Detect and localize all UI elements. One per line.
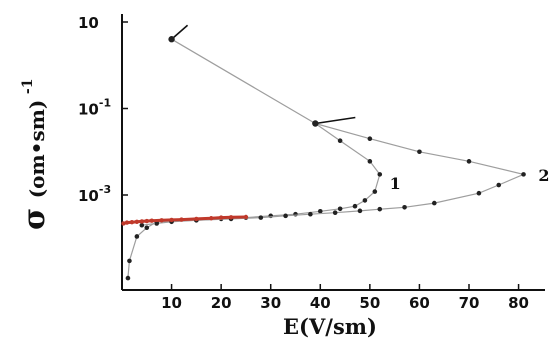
y-axis-title-unit: (om•sm) bbox=[25, 100, 49, 199]
x-tick-label: 20 bbox=[211, 294, 232, 312]
y-axis-title: σ (om•sm) -1 bbox=[17, 79, 52, 230]
x-axis-title: E(V/sm) bbox=[283, 314, 377, 339]
data-point bbox=[367, 159, 373, 164]
curve-label: 2 bbox=[538, 166, 549, 185]
data-point bbox=[332, 210, 338, 215]
curve-label: 1 bbox=[390, 174, 401, 193]
arrow-marker bbox=[315, 116, 356, 125]
x-tick-label: 10 bbox=[161, 294, 182, 312]
x-tick-label: 40 bbox=[310, 294, 331, 312]
series-red bbox=[121, 214, 249, 226]
series-2 bbox=[125, 121, 526, 281]
arrow-marker bbox=[171, 24, 189, 40]
y-tick-label: 10-1 bbox=[78, 97, 111, 119]
y-tick-base: 10 bbox=[78, 14, 99, 32]
data-point bbox=[283, 213, 288, 219]
x-tick-label: 70 bbox=[459, 294, 480, 312]
y-tick-label: 10 bbox=[78, 14, 99, 32]
x-tick-label: 50 bbox=[359, 294, 380, 312]
data-point bbox=[258, 215, 264, 220]
data-point bbox=[209, 216, 214, 221]
data-point bbox=[362, 198, 368, 203]
data-point bbox=[337, 206, 343, 212]
series-line bbox=[141, 38, 381, 226]
series-layer bbox=[121, 36, 526, 281]
data-point bbox=[432, 200, 437, 206]
x-tick-label: 80 bbox=[508, 294, 529, 312]
x-ticks: 10 20 30 40 50 60 70 80 bbox=[161, 284, 529, 312]
axes bbox=[121, 14, 545, 291]
data-point bbox=[144, 218, 149, 224]
arrow-point bbox=[312, 120, 319, 127]
data-point bbox=[402, 204, 407, 210]
data-point bbox=[377, 172, 383, 177]
data-point bbox=[243, 214, 249, 220]
data-point bbox=[317, 208, 323, 214]
data-point bbox=[352, 203, 358, 209]
arrow-point bbox=[168, 36, 175, 43]
data-point bbox=[127, 258, 132, 264]
data-point bbox=[377, 206, 383, 212]
series-line bbox=[127, 122, 526, 279]
data-point bbox=[134, 219, 140, 225]
x-tick-label: 60 bbox=[409, 294, 430, 312]
data-point bbox=[417, 149, 422, 155]
data-point bbox=[476, 190, 482, 196]
data-point bbox=[149, 218, 154, 223]
svg-text:σ (om•sm) -1: σ (om•sm) -1 bbox=[17, 79, 52, 230]
y-tick-base: 10 bbox=[78, 101, 99, 119]
data-point bbox=[139, 222, 145, 228]
data-point bbox=[169, 217, 174, 223]
data-point bbox=[144, 225, 150, 231]
data-point bbox=[134, 234, 140, 239]
data-point bbox=[179, 217, 184, 222]
y-axis-title-symbol: σ bbox=[17, 208, 52, 230]
data-point bbox=[218, 215, 224, 220]
y-tick-label: 10-3 bbox=[78, 183, 111, 205]
data-point bbox=[466, 159, 472, 164]
data-point bbox=[139, 219, 145, 224]
data-point bbox=[367, 136, 373, 142]
data-point bbox=[228, 215, 234, 220]
data-point bbox=[308, 211, 313, 217]
data-point bbox=[521, 172, 526, 177]
data-point bbox=[129, 220, 135, 225]
x-tick-label: 30 bbox=[260, 294, 281, 312]
y-tick-exponent: -1 bbox=[99, 97, 111, 110]
data-point bbox=[372, 189, 378, 194]
data-point bbox=[357, 208, 363, 214]
data-point bbox=[194, 216, 199, 222]
data-point bbox=[124, 220, 130, 225]
data-point bbox=[125, 275, 131, 281]
y-tick-exponent: -3 bbox=[99, 183, 111, 196]
data-point bbox=[496, 182, 502, 188]
data-point bbox=[121, 221, 126, 226]
y-tick-base: 10 bbox=[78, 187, 99, 205]
data-point bbox=[337, 138, 343, 144]
data-point bbox=[159, 218, 164, 223]
y-axis-title-exponent: -1 bbox=[20, 79, 36, 95]
